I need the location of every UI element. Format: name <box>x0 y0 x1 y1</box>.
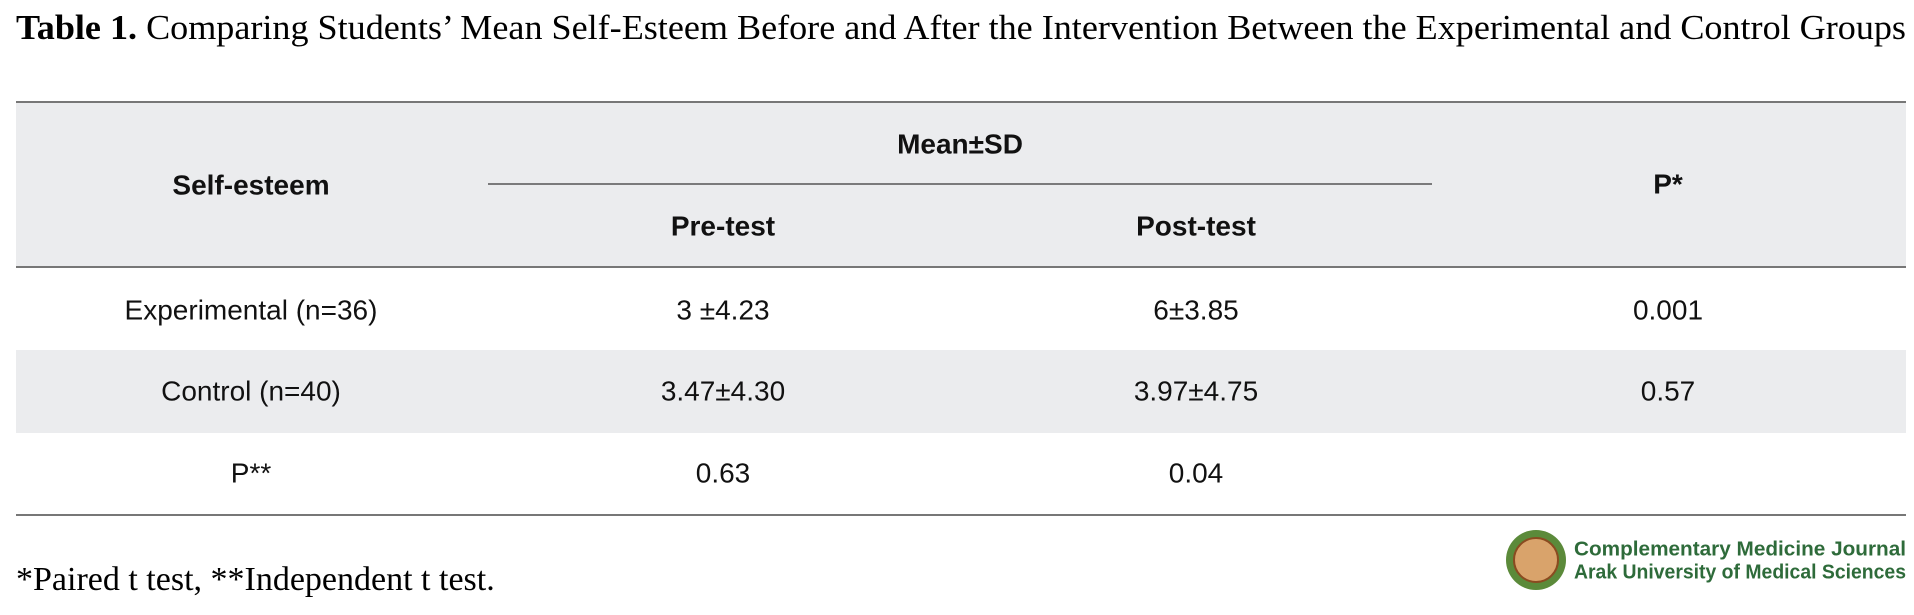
cell: 3.47±4.30 <box>661 375 785 406</box>
caption-text: Comparing Students’ Mean Self-Esteem Bef… <box>146 8 1906 47</box>
header: Pre-test <box>671 210 775 241</box>
row-label: Control (n=40) <box>161 375 341 406</box>
cell: 0.63 <box>696 457 751 488</box>
table-body: Experimental (n=36) 3 ±4.23 6±3.85 0.001 Con… <box>125 294 1703 488</box>
header: Post-test <box>1136 210 1256 241</box>
logo-text: Arak University of Medical Sciences <box>1574 561 1906 583</box>
header: Mean±SD <box>897 128 1023 159</box>
header: P* <box>1653 168 1683 199</box>
cell: 0.001 <box>1633 294 1703 325</box>
logo-text: Complementary Medicine Journal <box>1574 538 1906 560</box>
caption-label: Table 1. <box>16 8 137 47</box>
footnote: *Paired t test, **Independent t test. <box>16 561 495 598</box>
cell: 3 ±4.23 <box>676 294 769 325</box>
cell: 3.97±4.75 <box>1134 375 1258 406</box>
caption: Table 1. Comparing Students’ Mean Self-E… <box>16 8 1906 47</box>
cell: 0.04 <box>1169 457 1224 488</box>
header: Self-esteem <box>172 169 329 200</box>
cell: 6±3.85 <box>1153 294 1238 325</box>
logo-portrait <box>1513 537 1559 583</box>
row-label: P** <box>231 457 272 488</box>
row-label: Experimental (n=36) <box>125 294 378 325</box>
logo: Complementary Medicine Journal Arak Univ… <box>1506 530 1906 590</box>
cell: 0.57 <box>1641 375 1696 406</box>
row-bg <box>16 350 1906 433</box>
